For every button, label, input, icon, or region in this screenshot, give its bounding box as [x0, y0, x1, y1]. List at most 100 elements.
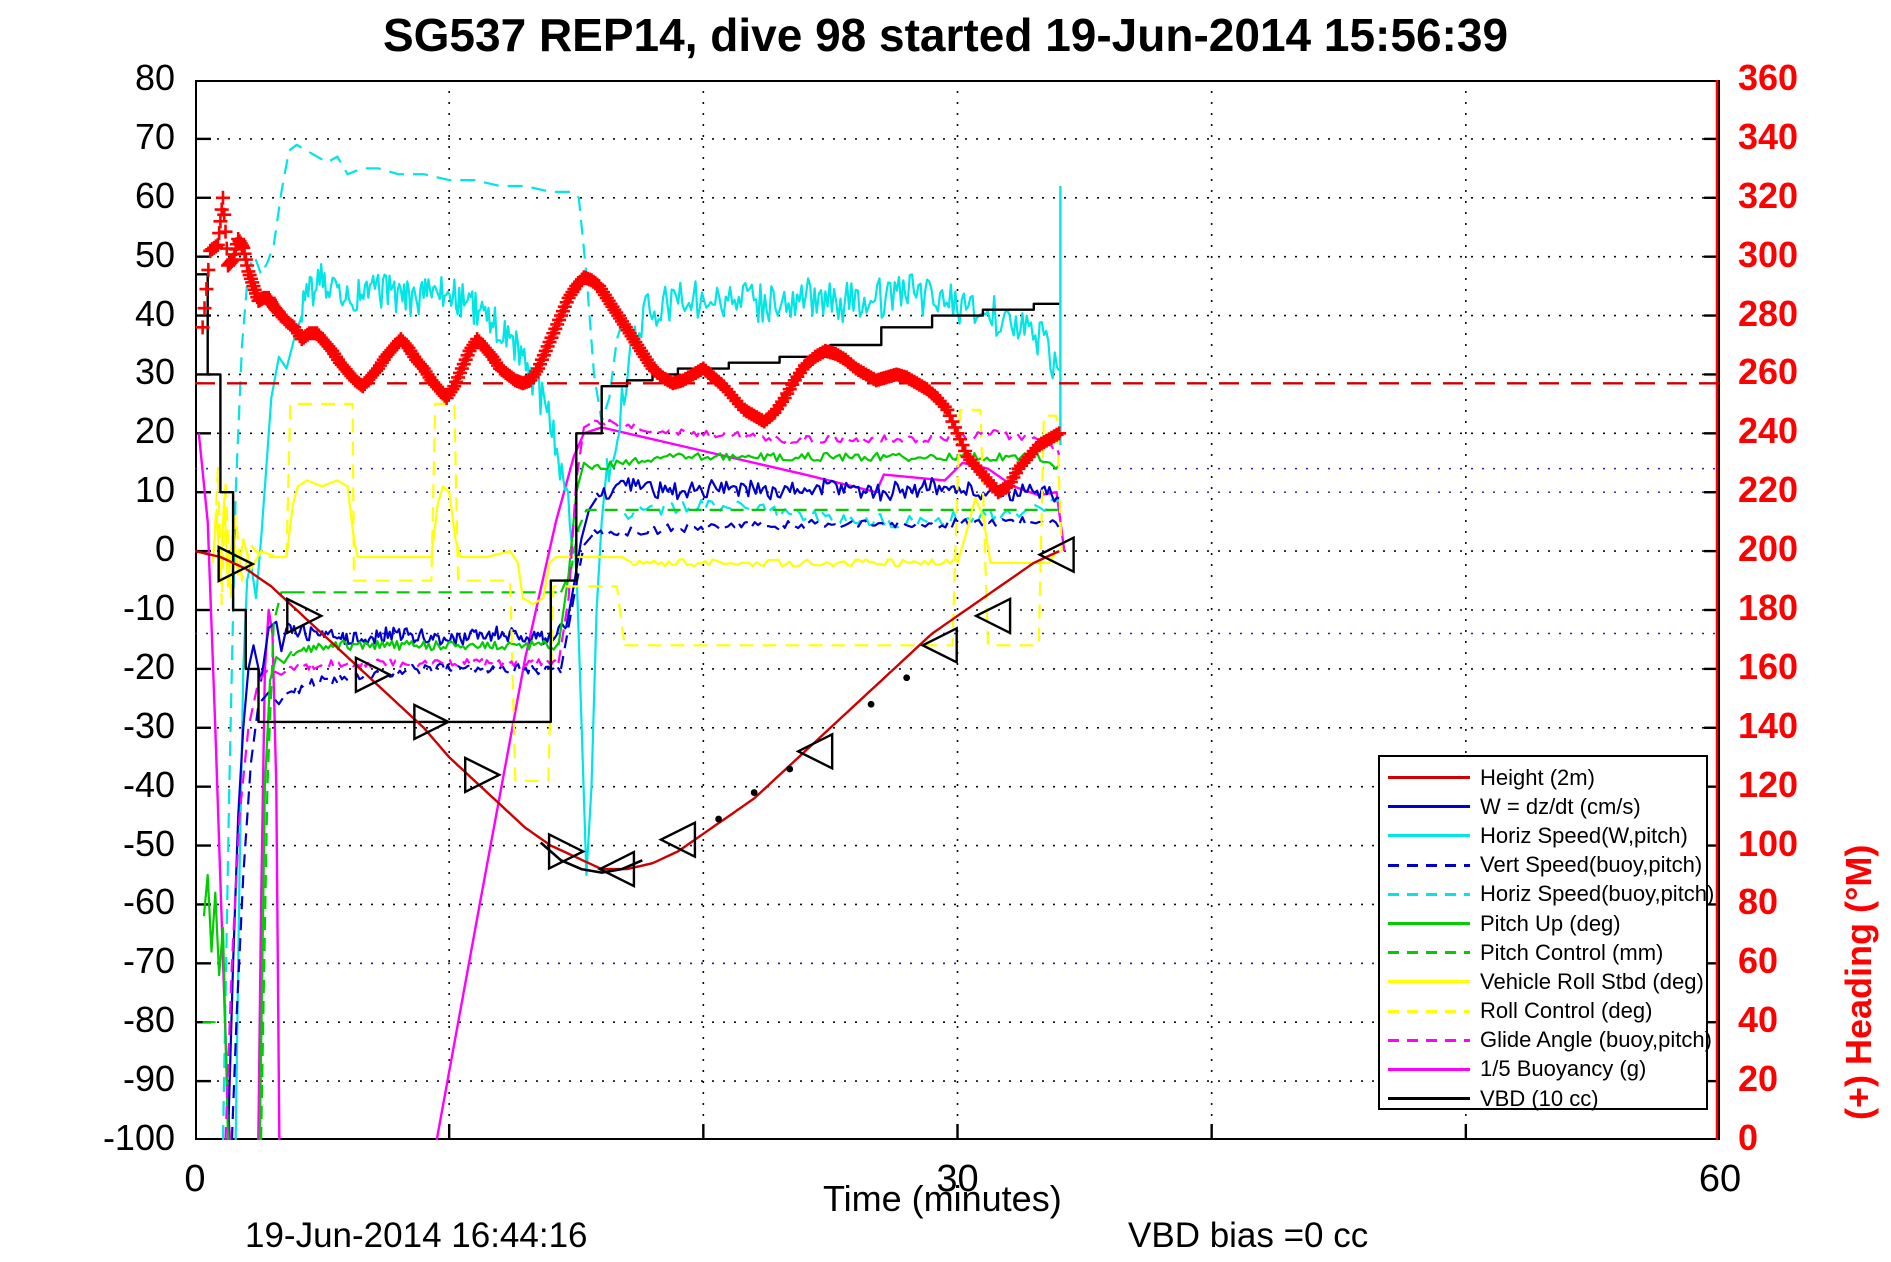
- y-tick-right-240: 240: [1738, 410, 1799, 452]
- x-tick-60: 60: [1698, 1158, 1742, 1200]
- y-axis-right-label: (+) Heading (°M): [1838, 844, 1879, 1120]
- legend-item[interactable]: 1/5 Buoyancy (g): [1380, 1055, 1706, 1084]
- x-axis-label: Time (minutes): [823, 1178, 1062, 1219]
- legend-label: 1/5 Buoyancy (g): [1480, 1056, 1647, 1082]
- page-title: SG537 REP14, dive 98 started 19-Jun-2014…: [382, 9, 1509, 61]
- depth-direction-marker: [920, 626, 958, 665]
- series-glide-angle-dive: [288, 657, 560, 671]
- y-tick-left-20: 20: [134, 410, 175, 452]
- y-tick-left-80: 80: [134, 57, 175, 98]
- y-tick-left-70: 70: [134, 115, 175, 157]
- y-tick-right-360: 360: [1738, 57, 1799, 98]
- y-tick-left--90: -90: [122, 1058, 175, 1100]
- series-vert-speed-buoy-entry: [230, 691, 288, 1140]
- series-roll-control-start: [213, 467, 287, 606]
- y-tick-right-160: 160: [1738, 645, 1799, 687]
- series-roll-control-climb: [624, 408, 1063, 647]
- depth-direction-marker: [413, 702, 452, 741]
- y-tick-right-20: 20: [1738, 1058, 1779, 1100]
- y-tick-left-50: 50: [134, 233, 175, 275]
- series-w-dzdt-turn: [565, 497, 598, 628]
- series-apogee-arc: [539, 841, 643, 874]
- legend-label: Glide Angle (buoy,pitch): [1480, 1027, 1712, 1053]
- legend-item[interactable]: Vert Speed(buoy,pitch): [1380, 851, 1706, 880]
- y-tick-left--70: -70: [122, 940, 175, 982]
- y-tick-right-40: 40: [1738, 999, 1779, 1041]
- y-tick-right-280: 280: [1738, 292, 1799, 334]
- series-depth-profile: [195, 549, 1060, 871]
- series-w-dzdt-climb: [595, 477, 1060, 503]
- legend-item[interactable]: Height (2m): [1380, 763, 1706, 792]
- series-pitch-up-climb: [590, 451, 1061, 471]
- series-w-dzdt-dive: [286, 622, 567, 647]
- y-tick-right-120: 120: [1738, 763, 1799, 805]
- legend-item[interactable]: Pitch Up (deg): [1380, 909, 1706, 938]
- y-tick-right-0: 0: [1738, 1117, 1759, 1158]
- series-roll-control-dive: [285, 402, 626, 782]
- heading-plus-marker: [195, 190, 1067, 500]
- y-tick-right-340: 340: [1738, 115, 1799, 157]
- legend-label: Horiz Speed(buoy,pitch): [1480, 881, 1715, 907]
- y-tick-right-100: 100: [1738, 822, 1799, 864]
- series-glide-angle-turn: [557, 420, 595, 664]
- profile-dot: [715, 815, 722, 823]
- profile-dot: [750, 789, 758, 796]
- legend-item[interactable]: Vehicle Roll Stbd (deg): [1380, 967, 1706, 996]
- legend-item[interactable]: Horiz Speed(buoy,pitch): [1380, 880, 1714, 909]
- y-tick-right-80: 80: [1738, 881, 1779, 923]
- y-tick-right-220: 220: [1738, 469, 1799, 511]
- series-pitch-up-dive: [291, 639, 560, 657]
- series-vehicle-roll-dive: [285, 479, 633, 606]
- chart-canvas: [195, 80, 1720, 1140]
- series-pitch-control-climb: [559, 508, 1060, 593]
- legend-item[interactable]: Horiz Speed(W,pitch): [1380, 821, 1706, 850]
- depth-direction-marker: [795, 732, 834, 771]
- legend-label: Pitch Up (deg): [1480, 910, 1621, 936]
- series-vbd: [195, 273, 1060, 724]
- series-vert-speed-buoy-climb: [593, 516, 1061, 538]
- chart-legend: Height (2m) W = dz/dt (cm/s) Horiz Speed(W…: [1378, 755, 1714, 1113]
- legend-item[interactable]: VBD (10 cc): [1380, 1084, 1706, 1113]
- series-pitch-up-start: [202, 873, 230, 1140]
- series-pitch-up-entry: [258, 650, 293, 1140]
- series-horiz-speed-buoy-pitch: [221, 143, 626, 1140]
- legend-label: Roll Control (deg): [1480, 998, 1653, 1024]
- depth-direction-marker: [658, 820, 697, 859]
- series-buoyancy-spike: [257, 608, 281, 1140]
- legend-item[interactable]: Glide Angle (buoy,pitch): [1380, 1026, 1712, 1055]
- y-tick-left--30: -30: [122, 704, 175, 746]
- y-tick-left-30: 30: [134, 351, 175, 393]
- y-tick-right-260: 260: [1738, 351, 1799, 393]
- y-tick-left-0: 0: [154, 528, 175, 570]
- y-tick-left--50: -50: [122, 822, 175, 864]
- y-tick-left--60: -60: [122, 881, 175, 923]
- depth-direction-marker: [217, 545, 256, 584]
- y-tick-right-300: 300: [1738, 233, 1799, 275]
- legend-item[interactable]: Roll Control (deg): [1380, 997, 1706, 1026]
- legend-label: Horiz Speed(W,pitch): [1480, 822, 1688, 848]
- legend-item[interactable]: Pitch Control (mm): [1380, 938, 1706, 967]
- series-glide-angle-entry: [224, 667, 290, 1140]
- dive-end-time: 19-Jun-2014 16:44:16: [245, 1216, 588, 1255]
- depth-direction-marker: [1036, 535, 1075, 574]
- legend-label: VBD (10 cc): [1480, 1085, 1599, 1111]
- series-horiz-speed-w-pitch-apogee: [575, 468, 608, 877]
- legend-label: Vert Speed(buoy,pitch): [1480, 852, 1703, 878]
- series-glide-angle-climb: [593, 418, 1061, 456]
- series-vert-speed-buoy-turn: [559, 532, 595, 670]
- x-tick-0: 0: [184, 1158, 206, 1200]
- depth-direction-marker: [354, 655, 393, 694]
- legend-item[interactable]: W = dz/dt (cm/s): [1380, 792, 1706, 821]
- y-tick-left-60: 60: [134, 174, 175, 216]
- legend-label: Vehicle Roll Stbd (deg): [1480, 968, 1704, 994]
- series-horiz-speed-w-pitch-dive: [300, 263, 578, 572]
- y-tick-left--80: -80: [122, 999, 175, 1041]
- y-tick-left-40: 40: [134, 292, 175, 334]
- y-tick-left--40: -40: [122, 763, 175, 805]
- series-vert-speed-buoy-dive: [286, 662, 562, 695]
- y-tick-right-140: 140: [1738, 704, 1799, 746]
- y-tick-right-200: 200: [1738, 528, 1799, 570]
- y-tick-right-320: 320: [1738, 174, 1799, 216]
- y-tick-left-10: 10: [134, 469, 175, 511]
- series-horiz-speed-w-pitch-rise: [234, 315, 303, 1140]
